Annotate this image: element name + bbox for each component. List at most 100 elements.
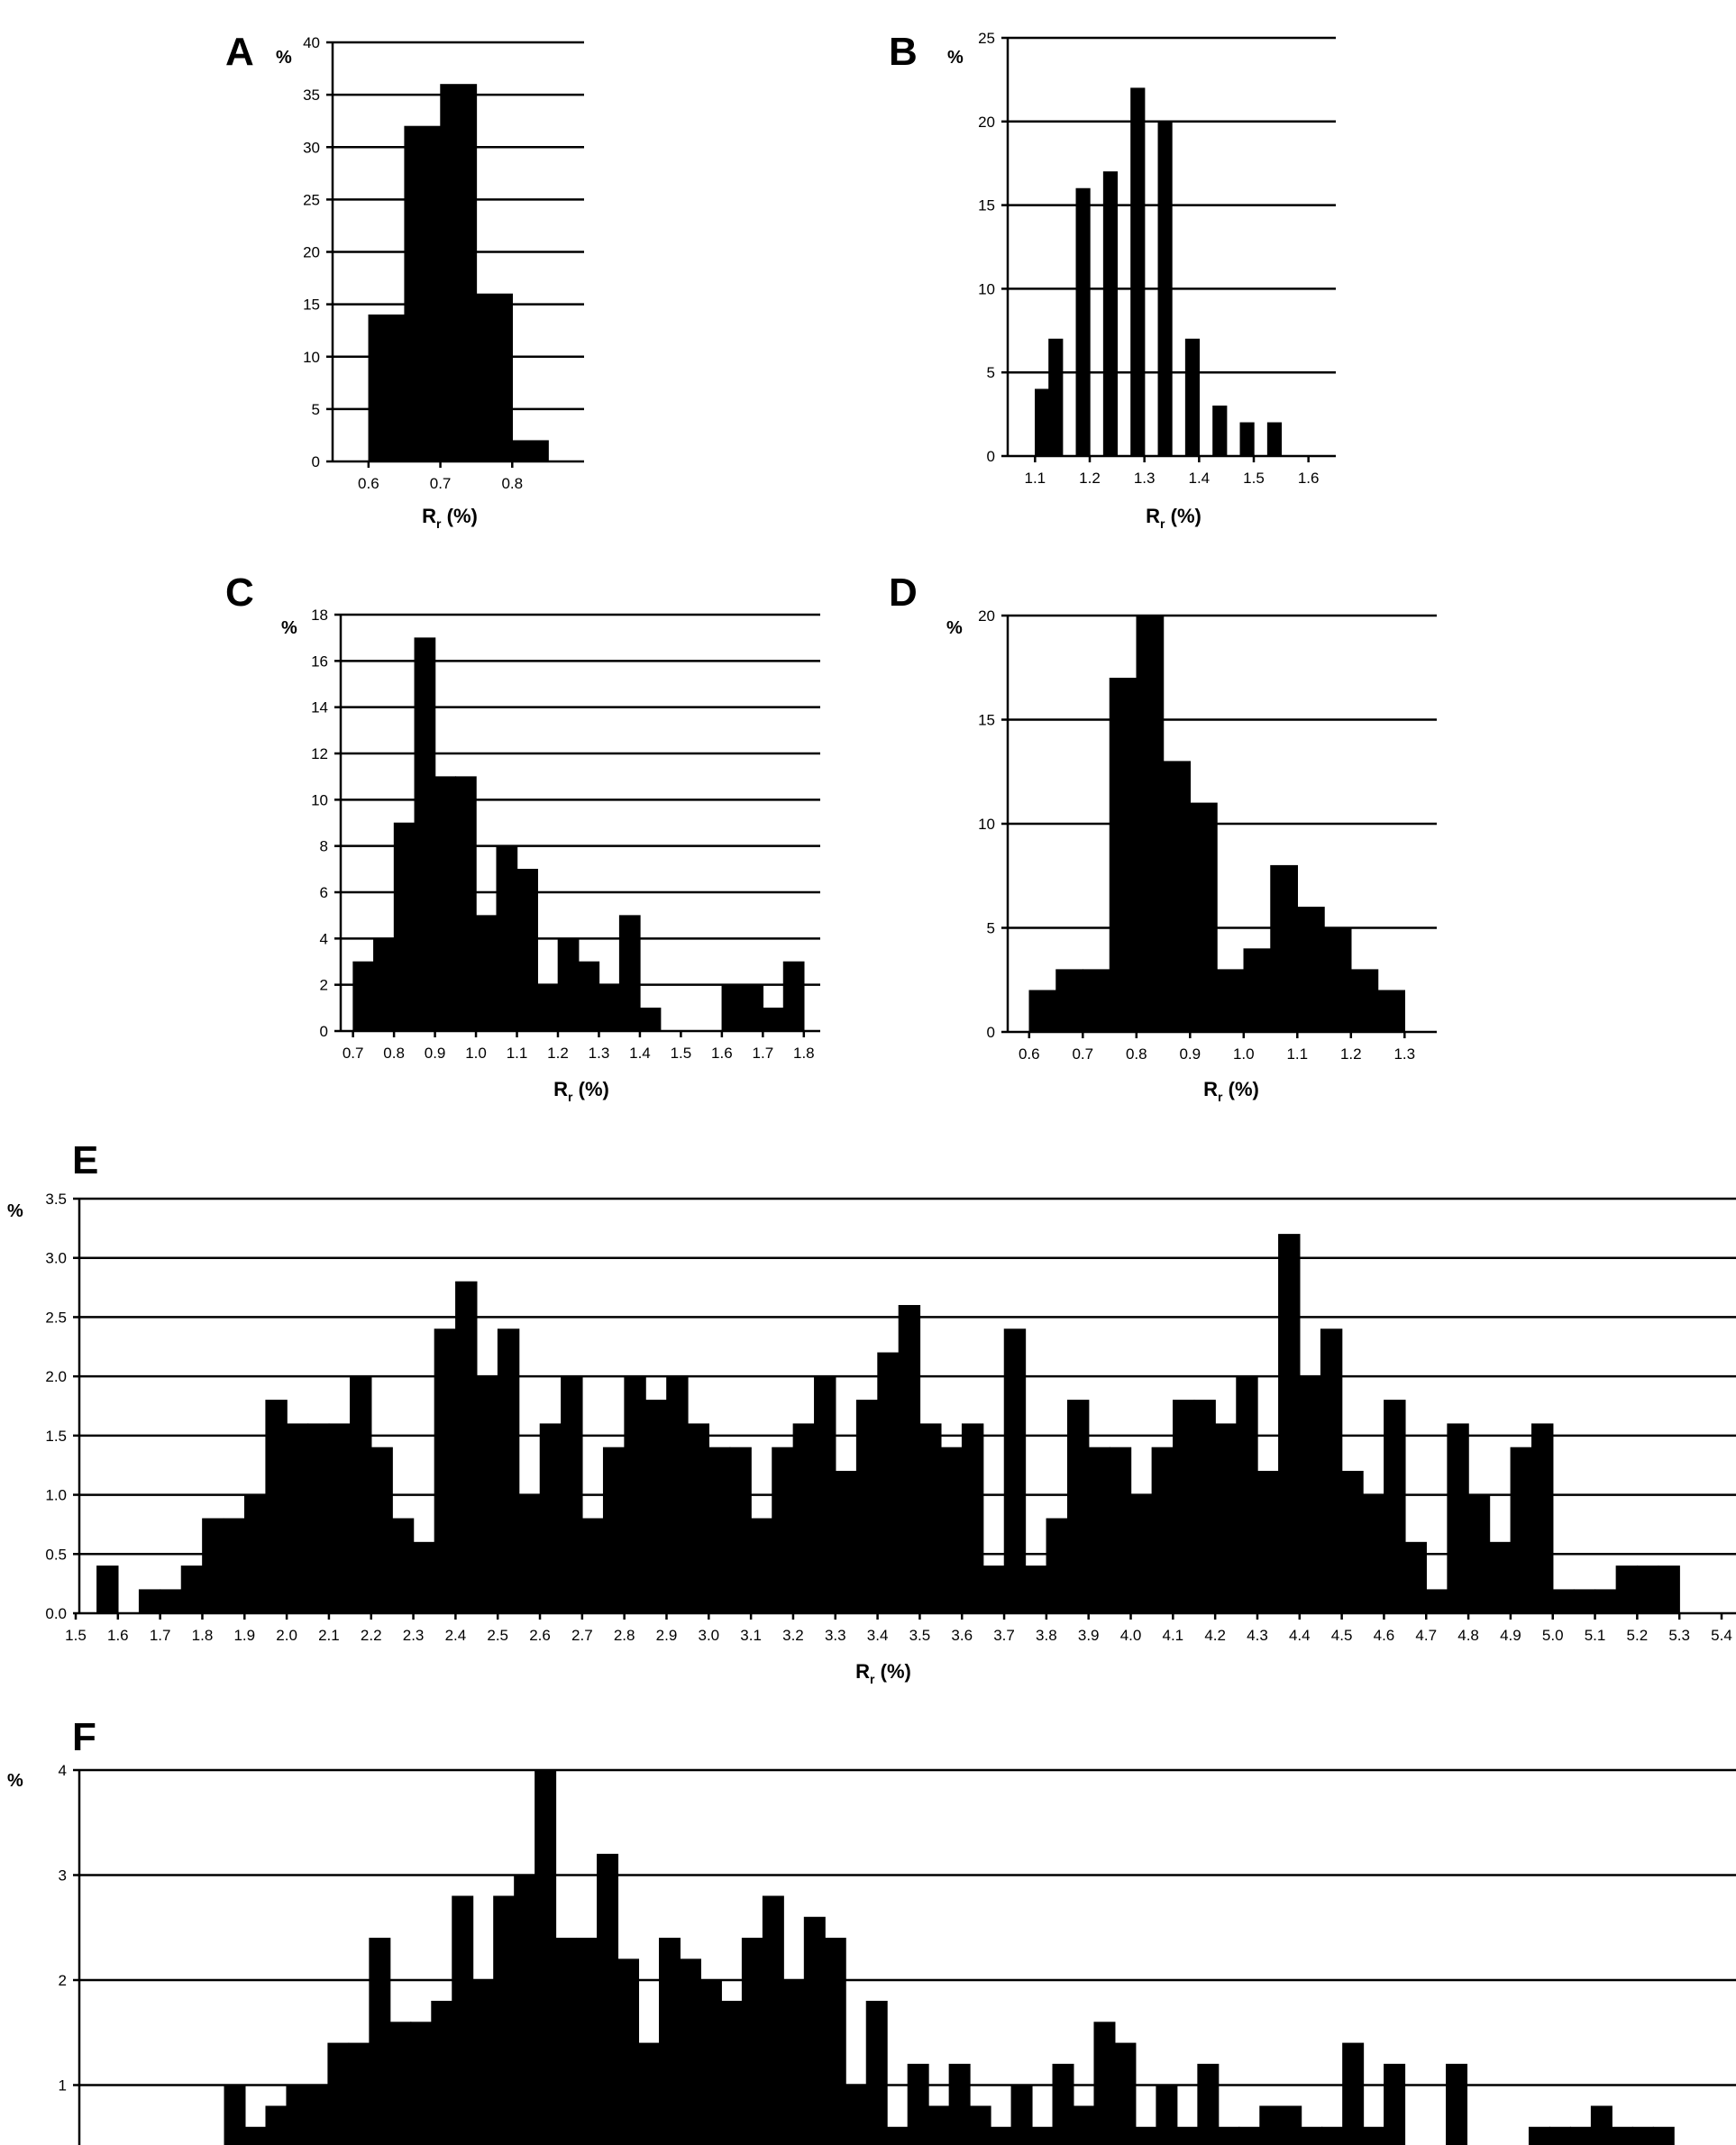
bar-f-36 [969, 2105, 991, 2145]
xtick-label-a-2: 0.8 [501, 475, 523, 492]
bar-d-0 [1028, 990, 1057, 1033]
xtick-label-e-3: 1.8 [192, 1627, 214, 1644]
bar-f-24 [720, 2001, 743, 2145]
bar-c-13 [618, 915, 641, 1032]
bar-a-4 [511, 440, 549, 462]
xtick-label-e-7: 2.2 [361, 1627, 382, 1644]
x-axis-label-main-b: R [1146, 505, 1160, 527]
bar-f-35 [948, 2063, 971, 2145]
bar-f-2 [265, 2105, 288, 2145]
x-axis-label-main-a: R [422, 505, 436, 527]
bar-f-41 [1073, 2105, 1095, 2145]
bar-f-54 [1342, 2042, 1365, 2145]
panel-a: A % 0 5 10 15 20 25 30 35 40 0.6 0.7 0.8 Rr (%) [225, 30, 584, 531]
bar-f-30 [845, 2085, 867, 2145]
bar-e-5 [223, 1518, 245, 1614]
bar-a-3 [476, 293, 513, 462]
ytick-label-a-5: 25 [303, 191, 320, 208]
bar-e-58 [1341, 1470, 1364, 1614]
bar-d-3 [1109, 677, 1138, 1033]
panel-label-a: A [225, 30, 254, 74]
y-unit-label-c: % [281, 618, 297, 638]
xtick-label-c-5: 1.2 [547, 1045, 569, 1062]
xticks-b: 1.1 1.2 1.3 1.4 1.5 1.6 [1025, 456, 1320, 487]
xtick-label-e-22: 3.7 [993, 1627, 1015, 1644]
xtick-label-e-31: 4.6 [1374, 1627, 1395, 1644]
panel-f: F% 1 2 3 4 [7, 1715, 1736, 2145]
bar-c-16 [742, 984, 764, 1032]
bar-f-63 [1528, 2126, 1550, 2145]
bars-f [224, 1769, 1675, 2145]
xtick-label-e-21: 3.6 [951, 1627, 973, 1644]
ytick-label-f-2: 3 [59, 1867, 67, 1885]
bar-f-65 [1569, 2126, 1592, 2145]
bar-e-29 [729, 1447, 752, 1614]
x-axis-label-unit-c: (%) [573, 1078, 609, 1100]
ytick-label-c-5: 10 [311, 791, 328, 808]
xtick-label-c-10: 1.7 [753, 1045, 774, 1062]
bar-d-8 [1243, 948, 1272, 1033]
xtick-label-b-5: 1.6 [1298, 470, 1320, 487]
bar-f-64 [1549, 2126, 1571, 2145]
bar-e-16 [455, 1281, 478, 1614]
bar-f-6 [348, 2042, 370, 2145]
bar-e-69 [1573, 1589, 1596, 1614]
xtick-label-e-4: 1.9 [233, 1627, 255, 1644]
bar-e-67 [1531, 1423, 1554, 1614]
bar-f-13 [493, 1895, 516, 2145]
y-unit-label-d: % [946, 618, 963, 638]
x-axis-label-unit-d: (%) [1223, 1078, 1259, 1100]
bar-e-66 [1510, 1447, 1533, 1614]
panel-label-e: E [72, 1138, 98, 1182]
ytick-label-d-3: 15 [978, 712, 995, 729]
xtick-label-b-0: 1.1 [1025, 470, 1046, 487]
ytick-label-c-2: 4 [320, 930, 328, 947]
bar-b-0 [1035, 388, 1050, 457]
xtick-label-e-29: 4.4 [1289, 1627, 1311, 1644]
gridlines-c: 0 2 4 6 8 10 12 14 16 18 [311, 607, 820, 1040]
bar-c-14 [639, 1008, 662, 1032]
xtick-label-e-15: 3.0 [698, 1627, 719, 1644]
bar-e-13 [391, 1518, 415, 1614]
xtick-label-e-28: 4.3 [1247, 1627, 1268, 1644]
bar-f-22 [679, 1958, 701, 2145]
x-axis-label-a: Rr (%) [422, 505, 478, 531]
bar-e-14 [413, 1541, 435, 1614]
bar-f-11 [452, 1895, 474, 2145]
ytick-label-a-1: 5 [312, 401, 320, 418]
xticks-e: 1.5 1.6 1.7 1.8 1.9 2.0 2.1 2.2 2.3 2.4 2.5 2.6 2.7 2… [65, 1613, 1732, 1644]
bar-b-8 [1239, 422, 1255, 457]
bar-f-37 [990, 2126, 1012, 2145]
bar-d-9 [1270, 864, 1299, 1033]
x-axis-label-unit-b: (%) [1165, 505, 1201, 527]
bar-f-48 [1218, 2126, 1240, 2145]
bar-f-17 [576, 1938, 598, 2145]
xtick-label-c-8: 1.5 [671, 1045, 692, 1062]
bar-e-41 [982, 1565, 1005, 1614]
bar-e-46 [1088, 1447, 1110, 1614]
bar-b-7 [1212, 406, 1228, 457]
bar-f-42 [1093, 2022, 1116, 2145]
ytick-label-a-7: 35 [303, 87, 320, 104]
xtick-label-a-0: 0.6 [358, 475, 379, 492]
bar-e-18 [497, 1328, 520, 1614]
bar-b-9 [1266, 422, 1283, 457]
xtick-label-e-39: 5.4 [1711, 1627, 1732, 1644]
bar-f-43 [1114, 2042, 1137, 2145]
ytick-label-a-6: 30 [303, 139, 320, 156]
bar-e-12 [370, 1447, 393, 1614]
ytick-label-a-0: 0 [312, 453, 320, 470]
bar-e-34 [835, 1470, 857, 1614]
xtick-label-e-26: 4.1 [1163, 1627, 1184, 1644]
xtick-label-d-7: 1.3 [1393, 1045, 1415, 1063]
bar-f-46 [1176, 2126, 1199, 2145]
bar-d-7 [1216, 969, 1245, 1033]
xtick-label-b-4: 1.5 [1243, 470, 1265, 487]
xtick-label-c-2: 0.9 [425, 1045, 446, 1062]
bar-f-56 [1384, 2063, 1406, 2145]
ytick-label-d-4: 20 [978, 607, 995, 625]
xtick-label-e-23: 3.8 [1036, 1627, 1057, 1644]
bar-d-12 [1350, 969, 1379, 1033]
bar-e-20 [539, 1423, 562, 1614]
